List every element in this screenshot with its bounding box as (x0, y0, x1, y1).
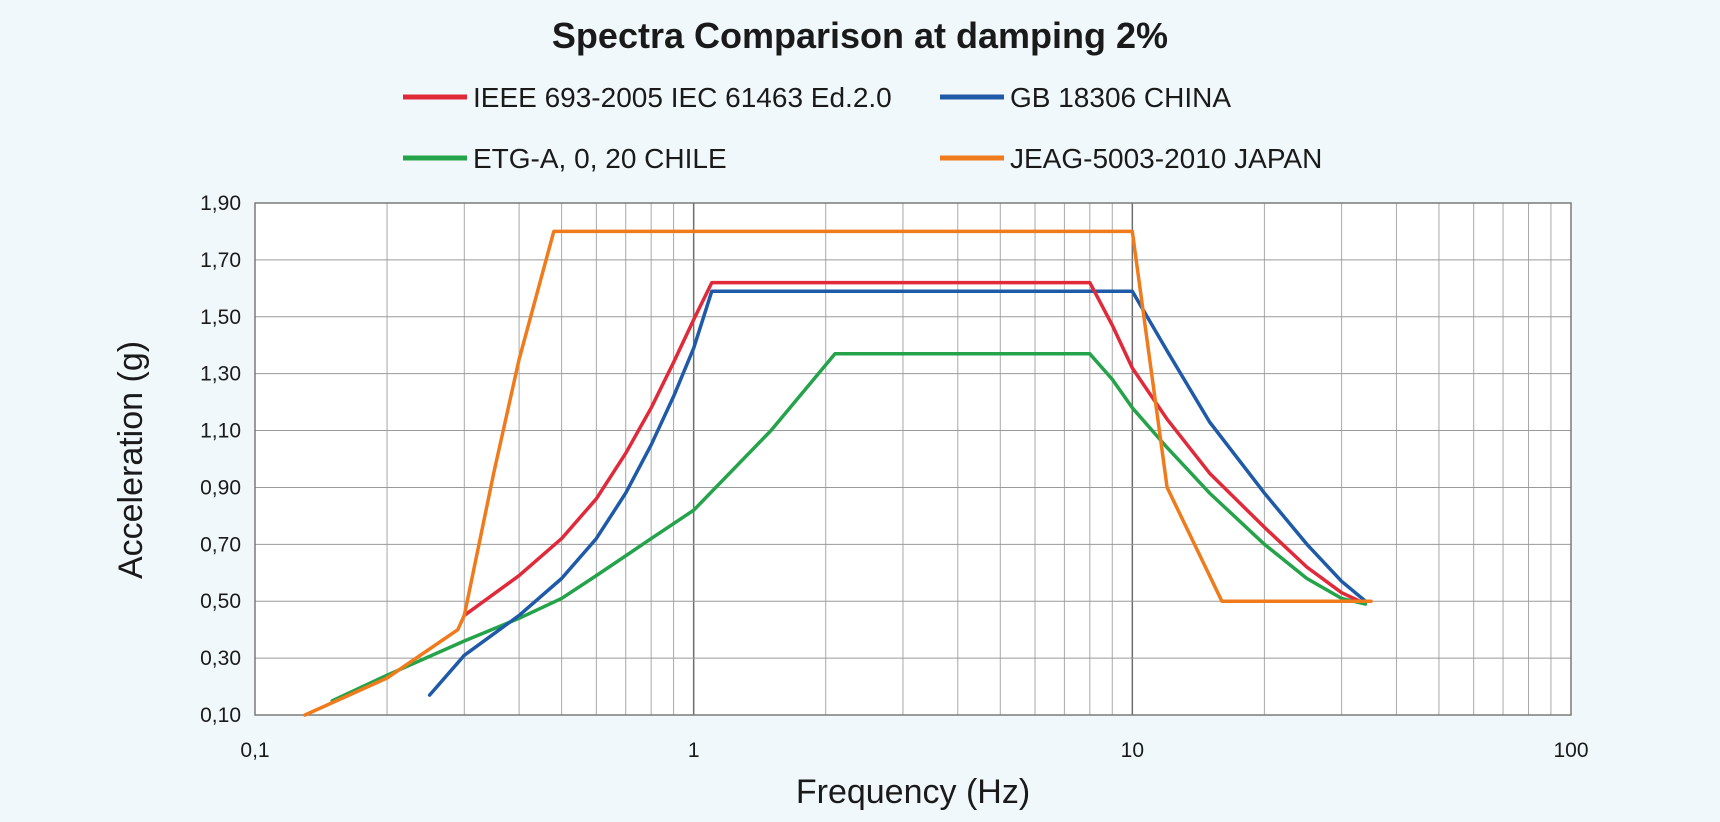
y-tick-label: 0,50 (200, 590, 241, 613)
x-axis-ticks: 0,1 1 10 100 (240, 739, 1588, 762)
legend-label: GB 18306 CHINA (1010, 82, 1231, 113)
y-tick-label: 1,70 (200, 249, 241, 272)
plot-area (254, 202, 1572, 717)
legend-label: JEAG-5003-2010 JAPAN (1010, 143, 1322, 174)
x-tick-label: 0,1 (240, 739, 269, 762)
chart-title: Spectra Comparison at damping 2% (552, 15, 1168, 56)
y-axis-label: Acceleration (g) (112, 341, 150, 579)
y-axis-ticks: 0,10 0,30 0,50 0,70 0,90 1,10 1,30 1,50 1,70 1,90 (200, 192, 241, 727)
x-tick-label: 100 (1553, 739, 1588, 762)
y-tick-label: 0,90 (200, 476, 241, 499)
y-tick-label: 0,10 (200, 704, 241, 727)
y-tick-label: 1,30 (200, 363, 241, 386)
minor-gridlines (386, 203, 1552, 715)
plot-frame (254, 202, 1572, 716)
legend: IEEE 693-2005 IEC 61463 Ed.2.0 GB 18306 C… (403, 82, 1322, 174)
y-tick-label: 1,50 (200, 306, 241, 329)
y-tick-label: 1,10 (200, 420, 241, 443)
series-line-1 (427, 289, 1368, 697)
series-line-2 (330, 352, 1368, 703)
x-tick-label: 10 (1121, 739, 1144, 762)
legend-label: IEEE 693-2005 IEC 61463 Ed.2.0 (473, 82, 892, 113)
series-lines (303, 229, 1373, 717)
legend-label: ETG-A, 0, 20 CHILE (473, 143, 727, 174)
y-tick-label: 0,70 (200, 533, 241, 556)
x-tick-label: 1 (688, 739, 700, 762)
y-tick-label: 1,90 (200, 192, 241, 215)
x-axis-label: Frequency (Hz) (796, 773, 1030, 811)
y-tick-label: 0,30 (200, 647, 241, 670)
major-gridlines (255, 203, 1571, 715)
series-line-0 (462, 280, 1362, 618)
plot-background (255, 203, 1571, 715)
series-line-3 (303, 229, 1373, 717)
